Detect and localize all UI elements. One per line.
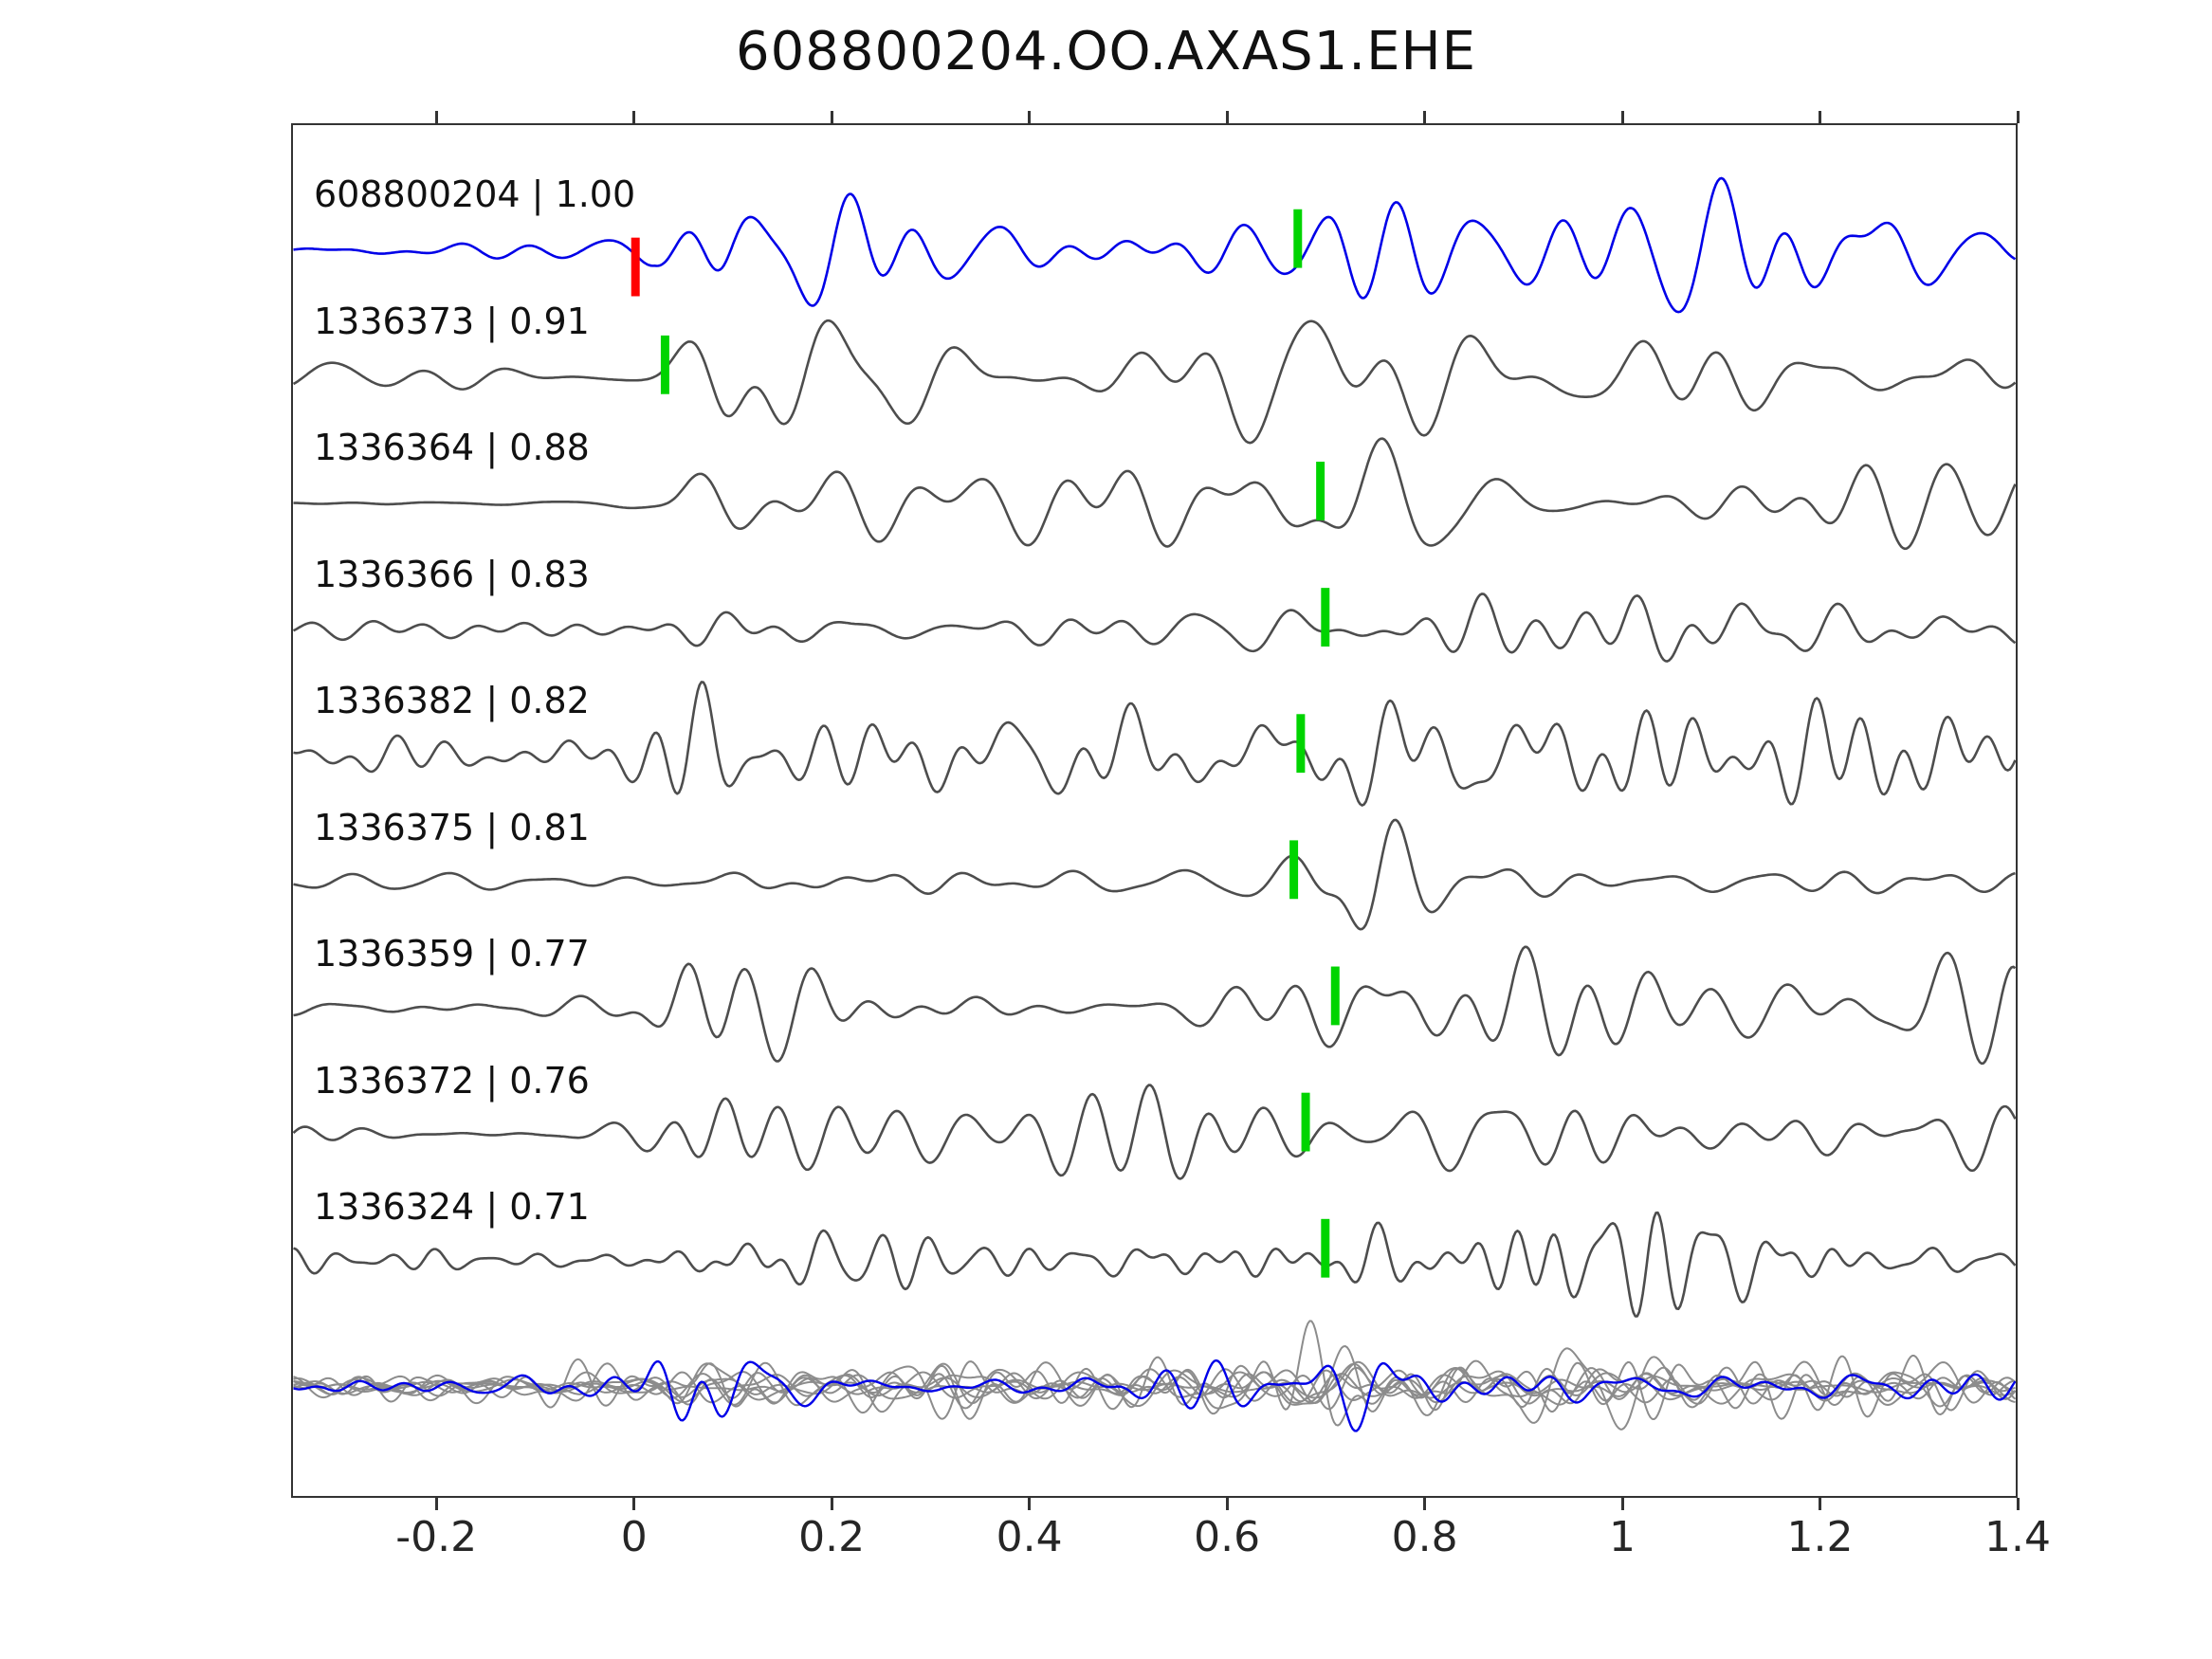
trace-label-1336359: 1336359 | 0.77: [314, 933, 590, 975]
pick-marker: [1296, 714, 1306, 774]
trace-label-1336372: 1336372 | 0.76: [314, 1059, 590, 1102]
detection-trace-1336366: [293, 592, 2016, 663]
template-pick-marker: [631, 237, 640, 297]
x-tick-mark-bottom: [632, 1498, 636, 1510]
detection-trace-1336324: [293, 1211, 2016, 1318]
trace-label-1336373: 1336373 | 0.91: [314, 300, 590, 342]
waveform-canvas: [293, 176, 2016, 1432]
x-tick-mark-top: [434, 111, 438, 123]
x-tick-label: 0.4: [996, 1513, 1063, 1561]
x-tick-mark-bottom: [830, 1498, 833, 1510]
x-tick-mark-top: [2016, 111, 2020, 123]
x-tick-mark-bottom: [1225, 1498, 1229, 1510]
pick-marker: [660, 335, 669, 394]
pick-marker: [1289, 840, 1299, 900]
pick-marker: [1321, 588, 1330, 647]
detection-trace-1336375: [293, 818, 2016, 931]
x-tick-mark-bottom: [1028, 1498, 1032, 1510]
overlay-detection-trace: [293, 1345, 2016, 1431]
pick-marker: [1316, 462, 1325, 520]
trace-label-1336382: 1336382 | 0.82: [314, 680, 590, 721]
x-tick-mark-bottom: [1620, 1498, 1624, 1510]
x-tick-mark-bottom: [1423, 1498, 1427, 1510]
trace-label-1336364: 1336364 | 0.88: [314, 427, 590, 468]
x-tick-mark-top: [632, 111, 636, 123]
pick-marker: [1293, 209, 1303, 268]
trace-label-1336375: 1336375 | 0.81: [314, 806, 590, 848]
x-tick-mark-top: [1028, 111, 1032, 123]
x-tick-label: 0.2: [798, 1513, 866, 1561]
detection-trace-1336372: [293, 1084, 2016, 1180]
template-trace-608800204: [293, 176, 2016, 314]
overlay-detection-trace: [293, 1362, 2016, 1411]
trace-label-1336324: 1336324 | 0.71: [314, 1186, 590, 1228]
x-tick-label: 0: [620, 1513, 648, 1561]
detection-trace-1336359: [293, 945, 2016, 1066]
x-tick-mark-top: [1225, 111, 1229, 123]
detection-trace-1336364: [293, 437, 2016, 551]
pick-marker: [1330, 966, 1340, 1026]
pick-marker: [1301, 1092, 1310, 1152]
plot-area: 608800204 | 1.00 1336373 | 0.91 1336364 | …: [291, 123, 2018, 1498]
trace-label-1336366: 1336366 | 0.83: [314, 553, 590, 595]
x-tick-label: -0.2: [395, 1513, 478, 1561]
overlay-template-trace: [293, 1358, 2016, 1432]
x-tick-mark-bottom: [1819, 1498, 1822, 1510]
detection-trace-1336382: [293, 681, 2016, 807]
x-tick-label: 1.4: [1984, 1513, 2051, 1561]
x-tick-label: 1.2: [1786, 1513, 1854, 1561]
pick-marker: [1321, 1218, 1330, 1278]
chart-title: 608800204.OO.AXAS1.EHE: [736, 21, 1476, 82]
overlay-detection-trace: [293, 1320, 2016, 1427]
x-tick-mark-bottom: [2016, 1498, 2020, 1510]
x-tick-label: 0.8: [1391, 1513, 1458, 1561]
x-tick-mark-top: [830, 111, 833, 123]
x-tick-mark-top: [1423, 111, 1427, 123]
x-tick-mark-top: [1620, 111, 1624, 123]
detection-trace-1336373: [293, 319, 2016, 445]
x-tick-label: 0.6: [1194, 1513, 1261, 1561]
x-tick-label: 1: [1609, 1513, 1636, 1561]
x-tick-mark-top: [1819, 111, 1822, 123]
trace-label-608800204: 608800204 | 1.00: [314, 173, 636, 215]
x-tick-mark-bottom: [434, 1498, 438, 1510]
